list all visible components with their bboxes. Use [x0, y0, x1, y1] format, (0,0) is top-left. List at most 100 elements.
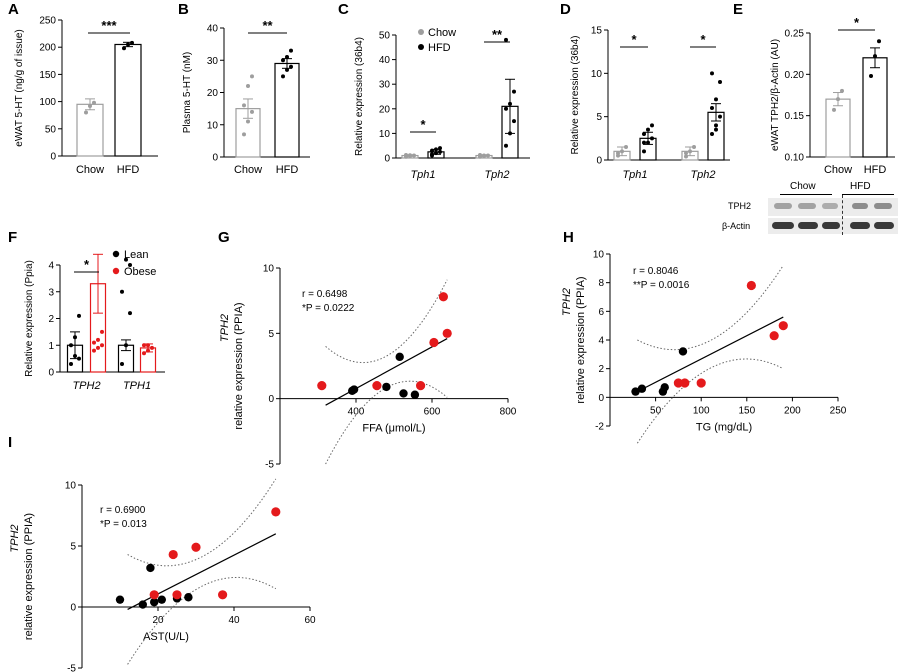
data-point	[120, 361, 124, 366]
data-point	[873, 54, 877, 59]
data-point	[128, 311, 132, 316]
data-point	[69, 361, 73, 366]
bar	[274, 62, 300, 158]
data-point	[684, 154, 688, 159]
y-tick-label: 0	[596, 156, 602, 167]
stat-p: *P = 0.013	[100, 519, 147, 530]
data-point	[73, 353, 77, 358]
data-point	[718, 80, 722, 84]
y-tick-label: 0	[70, 603, 76, 614]
x-tick-label: Chow	[824, 164, 852, 176]
y-axis-label-gene: TPH2	[561, 288, 573, 316]
data-point-obese	[746, 280, 756, 291]
data-point	[434, 151, 438, 156]
y-tick-label: 20	[207, 88, 219, 99]
y-tick-label: 0	[48, 368, 54, 379]
data-point	[438, 146, 442, 151]
data-point	[408, 153, 412, 158]
data-point	[504, 143, 508, 148]
y-axis-label: Relative expression (Ppia)	[24, 260, 35, 377]
y-axis-label: relative expression (PPIA)	[23, 513, 35, 640]
legend-label-lean: Lean	[124, 249, 148, 261]
data-point	[650, 123, 654, 128]
stat-p: **P = 0.0016	[633, 280, 690, 291]
legend-marker-obese	[112, 267, 120, 275]
legend-marker-hfd	[418, 44, 424, 50]
blot-band	[798, 203, 816, 209]
blot-group-hfd: HFD	[850, 181, 871, 192]
significance-marker: *	[700, 32, 706, 47]
data-point	[836, 97, 840, 102]
legend-label-chow: Chow	[428, 27, 456, 39]
data-point-lean	[410, 390, 420, 399]
y-tick-label: 0.15	[785, 111, 805, 122]
x-tick-label: Tph2	[484, 169, 509, 181]
significance-marker: **	[262, 18, 273, 33]
data-point-lean	[146, 563, 155, 573]
data-point	[124, 257, 128, 262]
data-point	[126, 42, 130, 47]
confidence-band-upper	[637, 265, 784, 351]
x-axis-label: FFA (μmol/L)	[362, 423, 425, 435]
data-point	[92, 340, 96, 345]
data-point-obese	[149, 590, 159, 600]
legend-label-obese: Obese	[124, 266, 156, 278]
data-point-obese	[168, 549, 178, 560]
bar	[825, 98, 851, 158]
data-point-lean	[399, 389, 408, 398]
data-point	[504, 106, 508, 111]
x-tick-label: Tph1	[622, 169, 647, 181]
panel-letter-f: F	[8, 229, 17, 246]
y-tick-label: 0	[268, 394, 274, 405]
data-point-obese	[778, 321, 788, 331]
data-point-lean	[395, 352, 404, 362]
y-tick-label: 0.10	[785, 153, 805, 164]
significance-marker: *	[84, 257, 90, 272]
data-point-lean	[678, 347, 688, 356]
data-point-obese	[696, 378, 706, 388]
data-point	[404, 153, 408, 158]
data-point	[285, 55, 289, 60]
data-point	[642, 132, 646, 136]
data-point	[246, 119, 250, 124]
y-tick-label: 10	[591, 69, 603, 80]
x-tick-label: 20	[152, 615, 164, 626]
x-tick-label: 40	[228, 615, 240, 626]
blot-band	[874, 222, 894, 229]
y-tick-label: 30	[207, 56, 219, 67]
stat-r: r = 0.8046	[633, 266, 679, 277]
data-point	[512, 119, 516, 124]
stat-p: *P = 0.0222	[302, 303, 355, 314]
x-tick-label: 800	[500, 407, 517, 418]
data-point-obese	[317, 381, 327, 391]
data-point	[646, 127, 650, 132]
significance-marker: *	[420, 117, 426, 132]
data-point	[877, 39, 881, 44]
data-point-lean	[382, 382, 391, 392]
data-point	[646, 140, 650, 145]
y-tick-label: 250	[39, 16, 56, 27]
data-point	[84, 110, 88, 115]
data-point	[840, 88, 844, 93]
confidence-band-lower	[636, 358, 784, 444]
data-point-lean	[184, 593, 193, 602]
y-axis-label: eWAT TPH2/β-Actin (AU)	[770, 39, 781, 151]
data-point	[242, 103, 246, 108]
blot-band	[852, 203, 868, 209]
data-point	[124, 343, 128, 348]
regression-line	[637, 316, 784, 393]
data-point	[434, 147, 438, 152]
data-point	[616, 151, 620, 156]
blot-row-actin	[768, 218, 898, 234]
data-point-lean	[138, 600, 147, 609]
data-point	[508, 131, 512, 136]
y-tick-label: 150	[39, 70, 56, 81]
y-tick-label: -5	[67, 664, 76, 672]
x-tick-label: 400	[348, 407, 365, 418]
y-tick-label: 10	[263, 264, 275, 275]
data-point	[146, 343, 150, 348]
data-point	[512, 89, 516, 94]
stat-r: r = 0.6900	[100, 505, 146, 516]
data-point	[710, 132, 714, 136]
x-tick-label: 60	[304, 615, 316, 626]
